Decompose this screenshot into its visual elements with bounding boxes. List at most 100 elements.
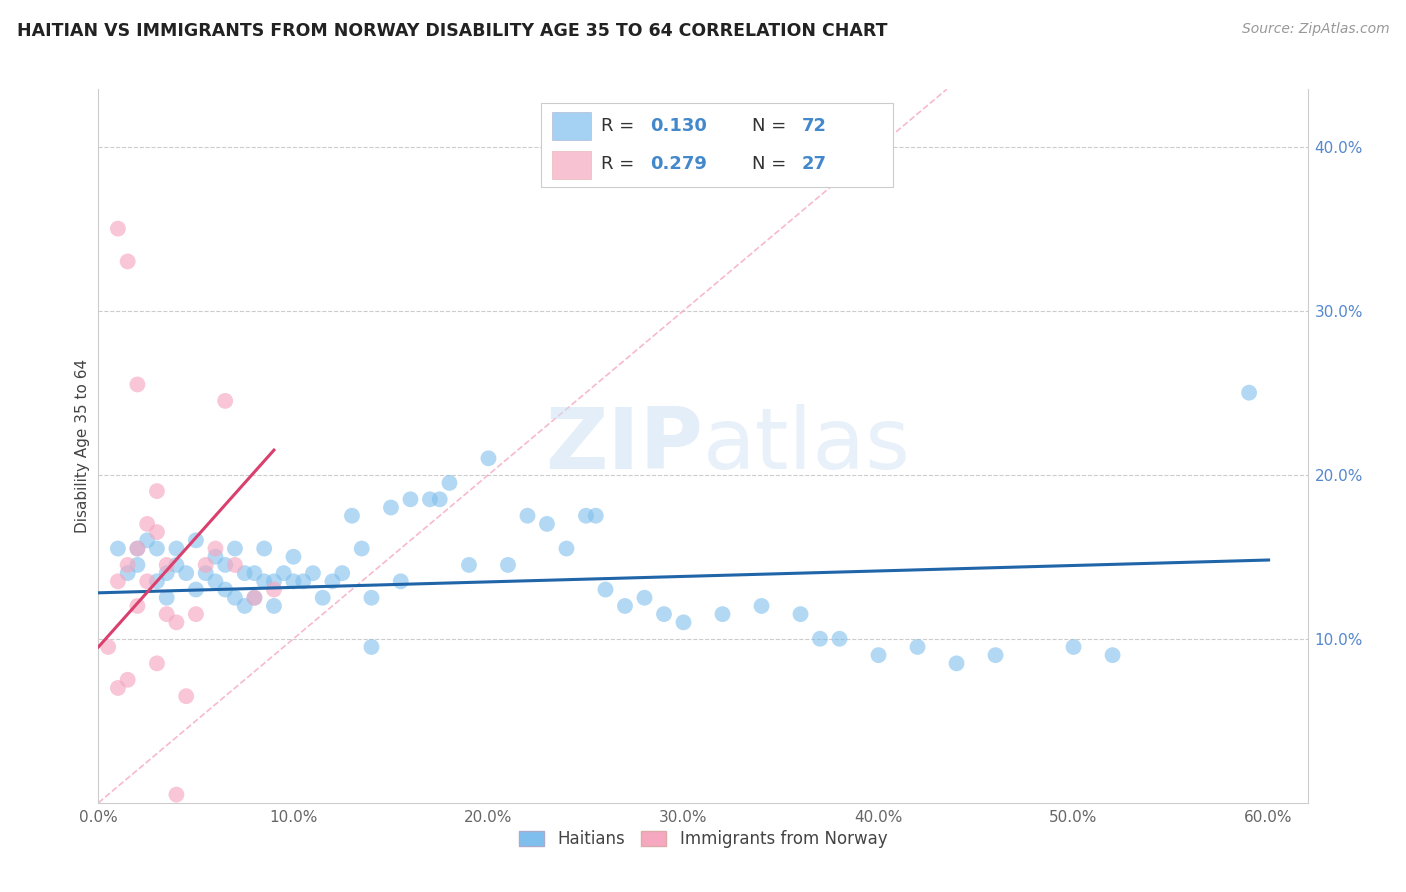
Text: N =: N =	[752, 155, 792, 173]
Point	[136, 516, 159, 531]
FancyBboxPatch shape	[551, 112, 591, 140]
Point	[1063, 640, 1085, 654]
Point	[477, 451, 499, 466]
Point	[243, 591, 266, 605]
Point	[184, 533, 207, 548]
Point	[156, 591, 179, 605]
Point	[165, 615, 187, 630]
Point	[283, 549, 305, 564]
Point	[1101, 648, 1123, 662]
Point	[273, 566, 295, 581]
Point	[243, 566, 266, 581]
Point	[214, 582, 236, 597]
Point	[945, 657, 967, 671]
Point	[117, 673, 139, 687]
Point	[1237, 385, 1260, 400]
Point	[808, 632, 831, 646]
Point	[312, 591, 335, 605]
Point	[127, 599, 149, 613]
Point	[595, 582, 617, 597]
Point	[389, 574, 412, 589]
Point	[907, 640, 929, 654]
Point	[107, 681, 129, 695]
Point	[360, 591, 382, 605]
Point	[585, 508, 607, 523]
Point	[263, 574, 285, 589]
Point	[224, 541, 246, 556]
Point	[302, 566, 325, 581]
Point	[214, 558, 236, 572]
Legend: Haitians, Immigrants from Norway: Haitians, Immigrants from Norway	[512, 824, 894, 855]
Point	[136, 533, 159, 548]
Point	[614, 599, 637, 613]
Text: N =: N =	[752, 117, 792, 135]
Point	[204, 574, 226, 589]
Point	[97, 640, 120, 654]
Point	[127, 541, 149, 556]
Point	[165, 541, 187, 556]
Point	[292, 574, 315, 589]
Point	[496, 558, 519, 572]
Point	[868, 648, 890, 662]
Text: 72: 72	[801, 117, 827, 135]
Text: 27: 27	[801, 155, 827, 173]
Point	[263, 582, 285, 597]
Point	[184, 607, 207, 622]
Point	[194, 566, 217, 581]
Text: atlas: atlas	[703, 404, 911, 488]
Point	[516, 508, 538, 523]
Point	[233, 599, 256, 613]
Y-axis label: Disability Age 35 to 64: Disability Age 35 to 64	[75, 359, 90, 533]
Point	[253, 574, 276, 589]
Text: R =: R =	[602, 117, 640, 135]
Point	[107, 574, 129, 589]
Point	[555, 541, 578, 556]
FancyBboxPatch shape	[541, 103, 893, 187]
Point	[107, 221, 129, 235]
Point	[117, 566, 139, 581]
Point	[146, 657, 169, 671]
Point	[127, 377, 149, 392]
Point	[117, 558, 139, 572]
Point	[214, 393, 236, 408]
Point	[380, 500, 402, 515]
Text: 0.279: 0.279	[651, 155, 707, 173]
Point	[575, 508, 598, 523]
Point	[536, 516, 558, 531]
Point	[194, 558, 217, 572]
Point	[117, 254, 139, 268]
Point	[233, 566, 256, 581]
FancyBboxPatch shape	[551, 151, 591, 178]
Point	[224, 591, 246, 605]
Text: R =: R =	[602, 155, 640, 173]
Text: Source: ZipAtlas.com: Source: ZipAtlas.com	[1241, 22, 1389, 37]
Point	[751, 599, 773, 613]
Point	[672, 615, 695, 630]
Point	[204, 541, 226, 556]
Point	[321, 574, 343, 589]
Point	[146, 574, 169, 589]
Text: 0.130: 0.130	[651, 117, 707, 135]
Point	[156, 607, 179, 622]
Text: HAITIAN VS IMMIGRANTS FROM NORWAY DISABILITY AGE 35 TO 64 CORRELATION CHART: HAITIAN VS IMMIGRANTS FROM NORWAY DISABI…	[17, 22, 887, 40]
Point	[174, 566, 197, 581]
Point	[156, 558, 179, 572]
Point	[204, 549, 226, 564]
Point	[146, 525, 169, 540]
Point	[789, 607, 811, 622]
Point	[263, 599, 285, 613]
Point	[429, 492, 451, 507]
Point	[107, 541, 129, 556]
Point	[283, 574, 305, 589]
Point	[330, 566, 353, 581]
Point	[165, 788, 187, 802]
Point	[360, 640, 382, 654]
Point	[340, 508, 363, 523]
Point	[399, 492, 422, 507]
Point	[984, 648, 1007, 662]
Point	[146, 484, 169, 499]
Point	[165, 558, 187, 572]
Point	[652, 607, 675, 622]
Point	[828, 632, 851, 646]
Point	[136, 574, 159, 589]
